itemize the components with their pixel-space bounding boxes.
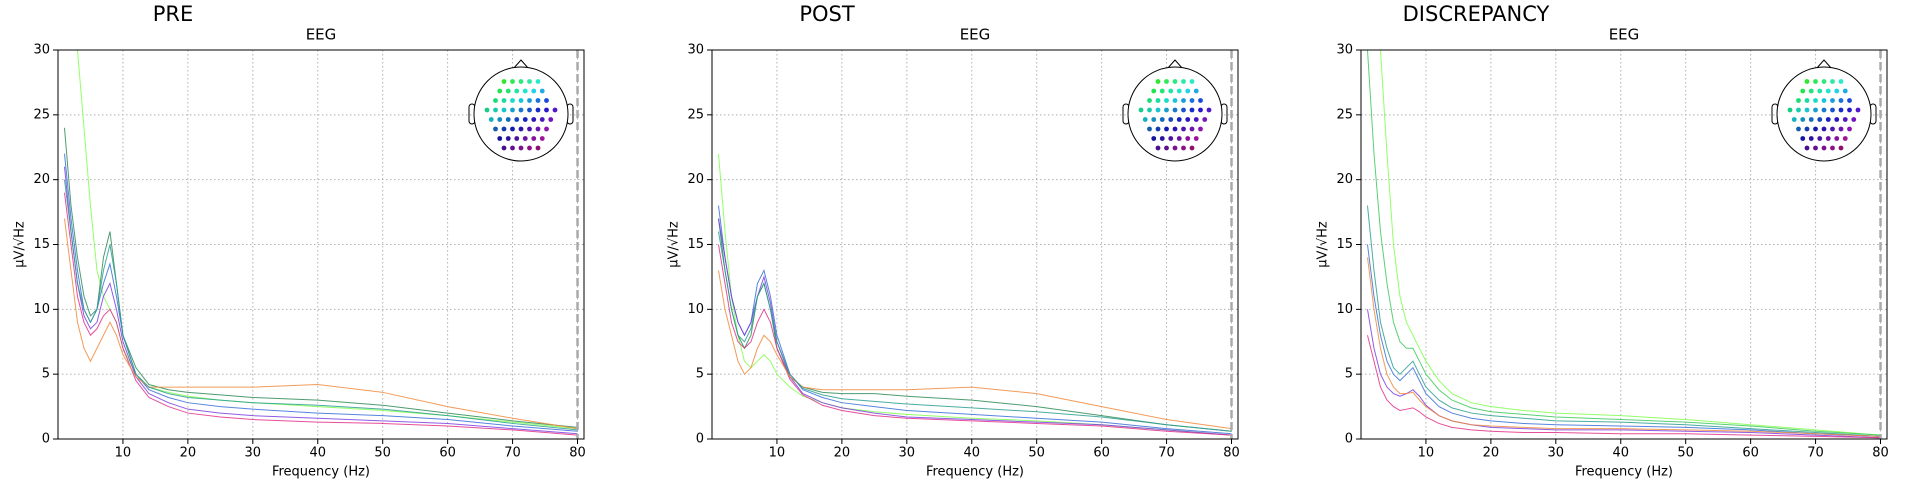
x-tick-label: 60 <box>1742 446 1759 461</box>
psd-line <box>1366 205 1881 437</box>
y-tick-label: 30 <box>687 43 704 58</box>
psd-line <box>1367 335 1881 439</box>
psd-line <box>1366 50 1881 436</box>
y-axis-label: µV/√Hz <box>667 221 682 268</box>
x-tick-label: 30 <box>1548 446 1565 461</box>
y-tick-label: 5 <box>42 367 50 382</box>
y-tick-label: 10 <box>1336 302 1353 317</box>
psd-line <box>1366 257 1881 437</box>
chart-title: DISCREPANCY <box>1403 2 1550 26</box>
y-tick-label: 10 <box>687 302 704 317</box>
psd-line <box>717 205 1232 435</box>
plot-area <box>63 50 578 436</box>
x-tick-label: 50 <box>1677 446 1694 461</box>
x-axis-label: Frequency (Hz) <box>1575 465 1673 480</box>
x-tick-label: 80 <box>1872 446 1889 461</box>
psd-line <box>717 244 1232 436</box>
chart-title: POST <box>799 2 855 26</box>
x-axis-label: Frequency (Hz) <box>272 465 370 480</box>
chart-subtitle: EEG <box>306 26 337 44</box>
psd-line <box>63 192 578 436</box>
axes-frame <box>1360 49 1888 440</box>
psd-line <box>63 218 578 430</box>
psd-line <box>717 218 1232 432</box>
x-axis-label: Frequency (Hz) <box>926 465 1024 480</box>
sensor-map <box>468 59 574 162</box>
psd-line <box>1366 244 1881 437</box>
x-tick-label: 40 <box>1612 446 1629 461</box>
psd-line <box>63 166 578 435</box>
y-tick-label: 30 <box>1336 43 1353 58</box>
x-tick-label: 50 <box>374 446 391 461</box>
psd-line <box>717 153 1232 436</box>
y-tick-label: 0 <box>1345 432 1353 447</box>
axes-frame <box>57 49 585 440</box>
psd-line <box>1379 50 1881 436</box>
y-tick-label: 5 <box>1345 367 1353 382</box>
x-tick-label: 80 <box>569 446 586 461</box>
x-tick-label: 20 <box>834 446 851 461</box>
x-tick-label: 20 <box>180 446 197 461</box>
y-tick-label: 5 <box>696 367 704 382</box>
psd-line <box>717 270 1232 430</box>
chart-subtitle: EEG <box>1609 26 1640 44</box>
psd-line <box>63 153 578 432</box>
x-tick-label: 10 <box>115 446 132 461</box>
axes-frame <box>711 49 1239 440</box>
x-tick-label: 30 <box>245 446 262 461</box>
y-tick-label: 15 <box>33 237 50 252</box>
y-tick-label: 30 <box>33 43 50 58</box>
x-tick-label: 20 <box>1483 446 1500 461</box>
x-tick-label: 50 <box>1028 446 1045 461</box>
plot-area <box>717 153 1232 436</box>
plot-area <box>1366 50 1881 439</box>
x-tick-label: 40 <box>963 446 980 461</box>
y-tick-label: 15 <box>1336 237 1353 252</box>
y-tick-label: 20 <box>687 172 704 187</box>
y-tick-label: 20 <box>33 172 50 187</box>
x-tick-label: 10 <box>1418 446 1435 461</box>
y-tick-label: 25 <box>687 107 704 122</box>
y-tick-label: 25 <box>33 107 50 122</box>
y-tick-label: 20 <box>1336 172 1353 187</box>
sensor-map <box>1122 59 1228 162</box>
psd-line <box>717 218 1232 436</box>
y-tick-label: 0 <box>42 432 50 447</box>
x-tick-label: 60 <box>439 446 456 461</box>
psd-line <box>1366 309 1881 439</box>
y-axis-label: µV/√Hz <box>1316 221 1331 268</box>
x-tick-label: 60 <box>1093 446 1110 461</box>
psd-line <box>717 231 1232 432</box>
chart-subtitle: EEG <box>960 26 991 44</box>
y-tick-label: 10 <box>33 302 50 317</box>
x-tick-label: 80 <box>1223 446 1240 461</box>
y-tick-label: 25 <box>1336 107 1353 122</box>
sensor-map <box>1771 59 1877 162</box>
y-tick-label: 0 <box>696 432 704 447</box>
psd-line <box>63 127 578 428</box>
chart-title: PRE <box>153 2 194 26</box>
x-tick-label: 10 <box>769 446 786 461</box>
y-tick-label: 15 <box>687 237 704 252</box>
x-tick-label: 40 <box>309 446 326 461</box>
y-axis-label: µV/√Hz <box>13 221 28 268</box>
psd-line <box>63 179 578 431</box>
x-tick-label: 70 <box>1807 446 1824 461</box>
x-tick-label: 70 <box>504 446 521 461</box>
x-tick-label: 70 <box>1158 446 1175 461</box>
psd-line <box>76 50 578 430</box>
x-tick-label: 30 <box>899 446 916 461</box>
